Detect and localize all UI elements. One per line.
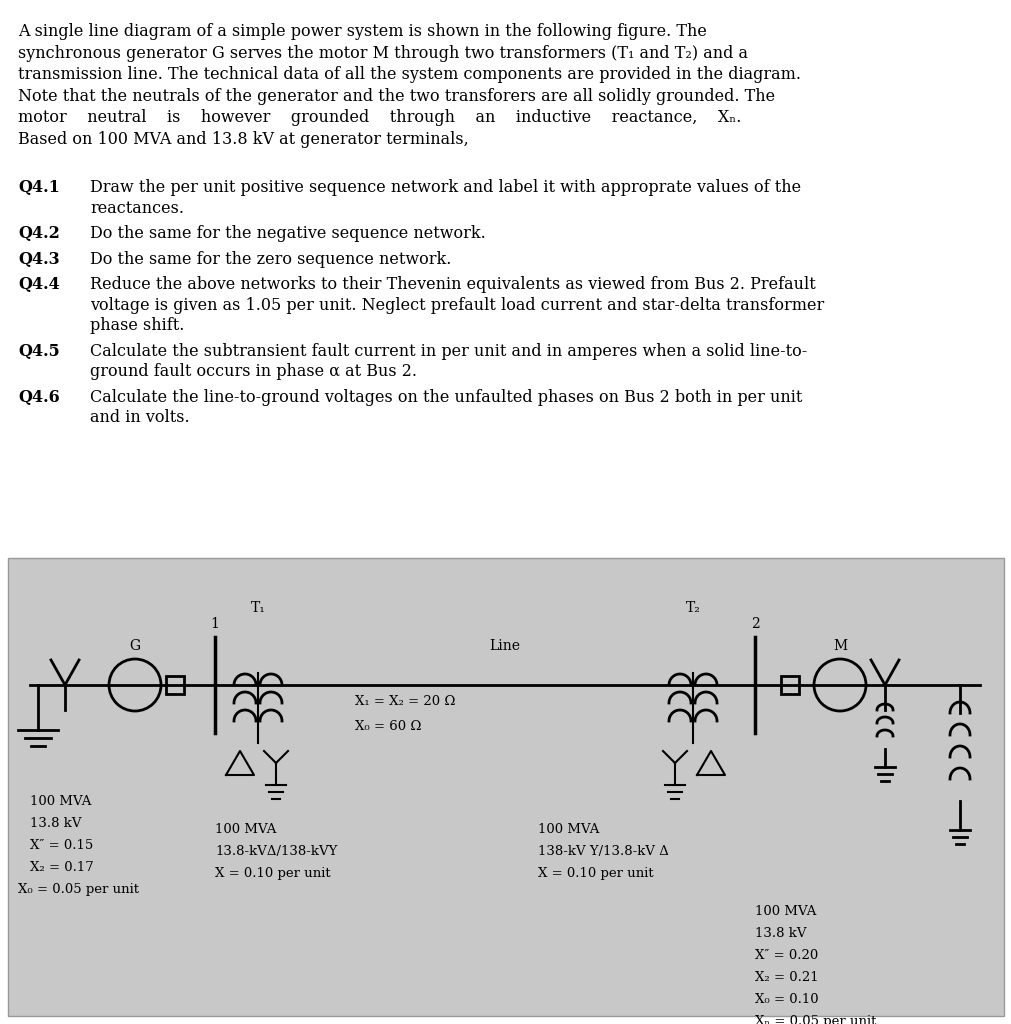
Text: X₀ = 60 Ω: X₀ = 60 Ω — [355, 720, 421, 733]
Text: motor    neutral    is    however    grounded    through    an    inductive    r: motor neutral is however grounded throug… — [18, 110, 741, 126]
Text: X₂ = 0.21: X₂ = 0.21 — [754, 971, 818, 984]
Text: Based on 100 MVA and 13.8 kV at generator terminals,: Based on 100 MVA and 13.8 kV at generato… — [18, 131, 468, 147]
Text: Q4.2: Q4.2 — [18, 225, 60, 243]
Text: X₀ = 0.05 per unit: X₀ = 0.05 per unit — [18, 883, 139, 896]
Text: T₂: T₂ — [684, 601, 700, 615]
Text: 100 MVA: 100 MVA — [754, 905, 816, 918]
Text: 2: 2 — [750, 617, 758, 631]
Text: 13.8 kV: 13.8 kV — [754, 927, 806, 940]
Text: voltage is given as 1.05 per unit. Neglect prefault load current and star-delta : voltage is given as 1.05 per unit. Negle… — [90, 297, 823, 314]
Text: 138-kV Y/13.8-kV Δ: 138-kV Y/13.8-kV Δ — [538, 845, 668, 858]
Text: Q4.1: Q4.1 — [18, 179, 60, 197]
Text: Line: Line — [489, 639, 520, 653]
Bar — [780, 676, 799, 694]
Text: X₂ = 0.17: X₂ = 0.17 — [30, 861, 94, 874]
Text: Draw the per unit positive sequence network and label it with approprate values : Draw the per unit positive sequence netw… — [90, 179, 801, 197]
Text: 100 MVA: 100 MVA — [214, 823, 276, 836]
Text: G: G — [129, 639, 141, 653]
Text: X″ = 0.20: X″ = 0.20 — [754, 949, 818, 962]
Text: Q4.5: Q4.5 — [18, 343, 60, 359]
Text: X₁ = X₂ = 20 Ω: X₁ = X₂ = 20 Ω — [355, 695, 455, 708]
Text: ground fault occurs in phase α at Bus 2.: ground fault occurs in phase α at Bus 2. — [90, 364, 417, 381]
Text: X″ = 0.15: X″ = 0.15 — [30, 839, 93, 852]
Bar — [8, 558, 1003, 1016]
Text: M: M — [832, 639, 846, 653]
Text: Calculate the subtransient fault current in per unit and in amperes when a solid: Calculate the subtransient fault current… — [90, 343, 807, 359]
Text: Note that the neutrals of the generator and the two transforers are all solidly : Note that the neutrals of the generator … — [18, 88, 774, 104]
Text: Q4.6: Q4.6 — [18, 389, 60, 406]
Text: transmission line. The technical data of all the system components are provided : transmission line. The technical data of… — [18, 67, 801, 83]
Text: phase shift.: phase shift. — [90, 317, 184, 335]
Text: X₀ = 0.10: X₀ = 0.10 — [754, 993, 818, 1006]
Text: X = 0.10 per unit: X = 0.10 per unit — [214, 867, 331, 880]
Text: Reduce the above networks to their Thevenin equivalents as viewed from Bus 2. Pr: Reduce the above networks to their Theve… — [90, 276, 815, 294]
Text: Do the same for the zero sequence network.: Do the same for the zero sequence networ… — [90, 251, 451, 268]
Text: T₁: T₁ — [251, 601, 265, 615]
Text: Calculate the line-to-ground voltages on the unfaulted phases on Bus 2 both in p: Calculate the line-to-ground voltages on… — [90, 389, 802, 406]
Text: Xₙ = 0.05 per unit: Xₙ = 0.05 per unit — [754, 1015, 876, 1024]
Text: Do the same for the negative sequence network.: Do the same for the negative sequence ne… — [90, 225, 485, 243]
Text: synchronous generator G serves the motor M through two transformers (T₁ and T₂) : synchronous generator G serves the motor… — [18, 45, 747, 61]
Text: 100 MVA: 100 MVA — [30, 795, 91, 808]
Text: and in volts.: and in volts. — [90, 410, 189, 426]
Text: reactances.: reactances. — [90, 200, 184, 217]
Text: A single line diagram of a simple power system is shown in the following figure.: A single line diagram of a simple power … — [18, 24, 706, 40]
Text: X = 0.10 per unit: X = 0.10 per unit — [538, 867, 653, 880]
Text: 100 MVA: 100 MVA — [538, 823, 599, 836]
Text: 13.8-kVΔ/138-kVY: 13.8-kVΔ/138-kVY — [214, 845, 337, 858]
Text: Q4.3: Q4.3 — [18, 251, 60, 268]
Bar — [166, 676, 184, 694]
Text: 1: 1 — [210, 617, 219, 631]
Text: 13.8 kV: 13.8 kV — [30, 817, 82, 830]
Text: Q4.4: Q4.4 — [18, 276, 60, 294]
